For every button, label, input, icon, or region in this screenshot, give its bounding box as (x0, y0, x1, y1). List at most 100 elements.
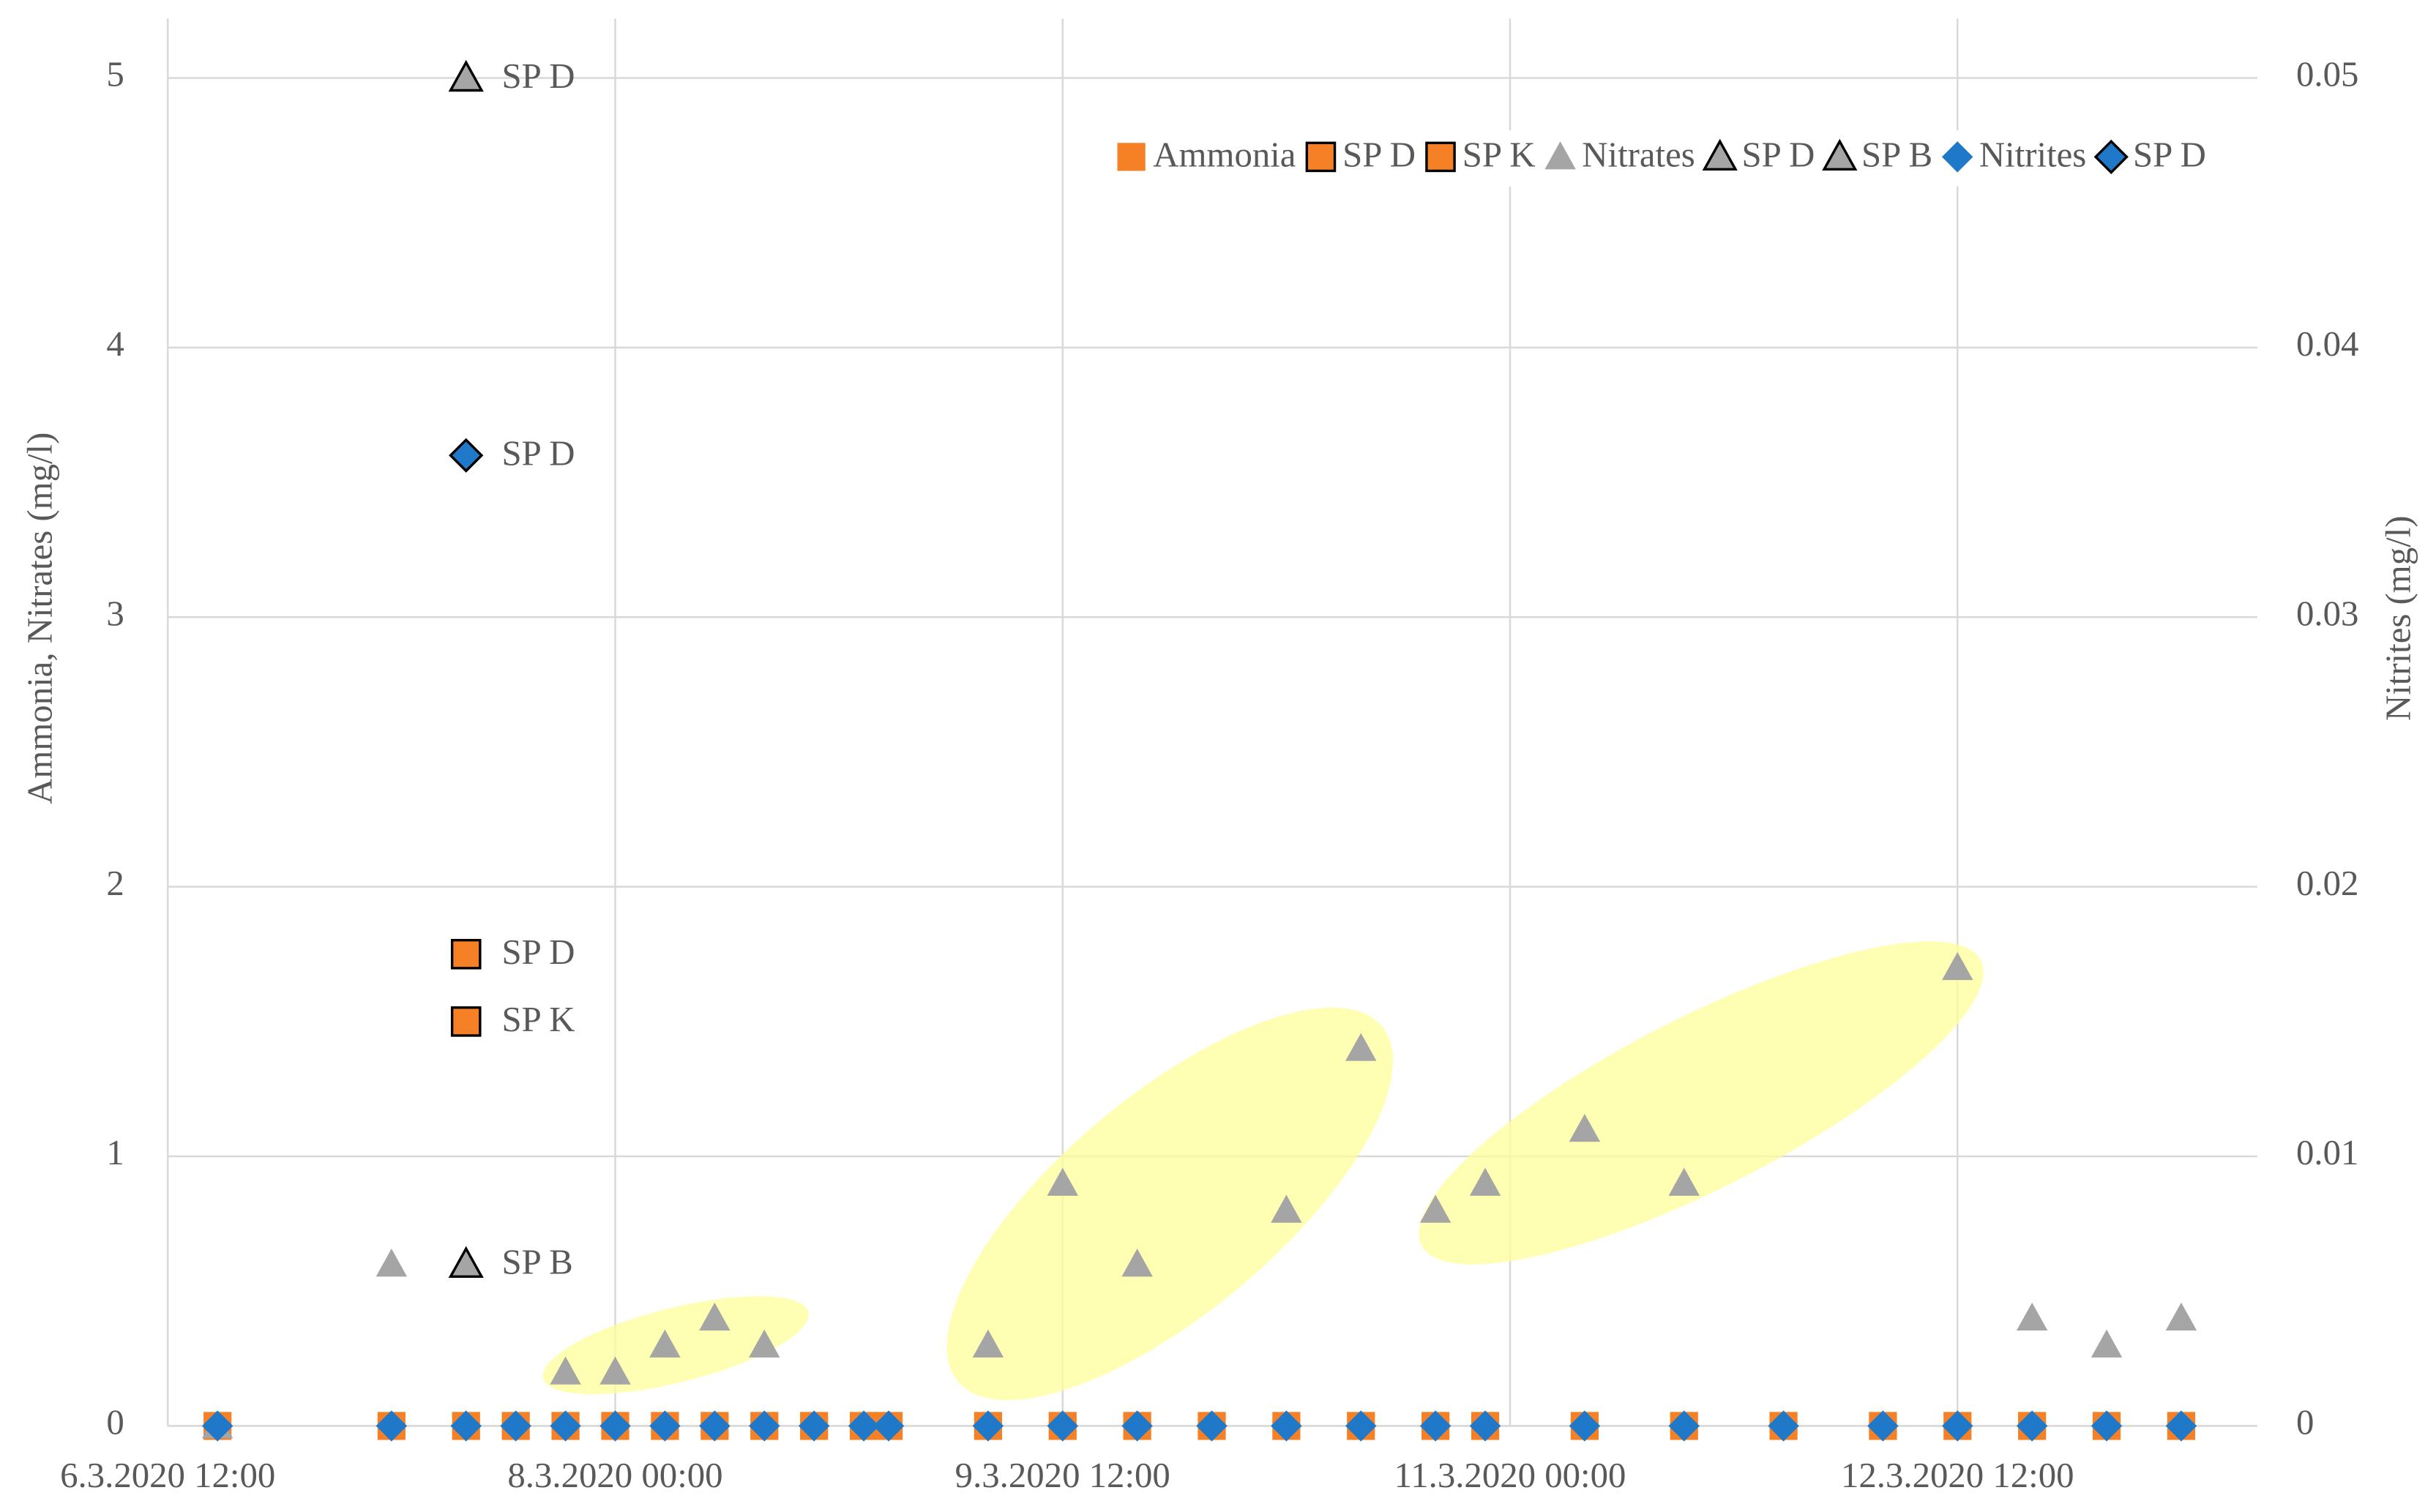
y-tick-label: 5 (106, 55, 124, 94)
marker-diamond (2093, 139, 2129, 174)
marker-diamond (1569, 1410, 1601, 1442)
legend-label: SP D (2133, 135, 2206, 175)
marker-triangle (1121, 1249, 1153, 1277)
legend-item: SP B (1822, 135, 1932, 175)
marker-triangle (1047, 1167, 1078, 1196)
marker-triangle (1345, 1033, 1377, 1061)
marker-square (1305, 141, 1337, 173)
marker-diamond (449, 438, 484, 473)
marker-triangle (699, 1302, 731, 1331)
marker-square (1117, 143, 1146, 171)
legend-label: Ammonia (1153, 135, 1296, 175)
legend-label: SP K (1462, 135, 1536, 175)
y-axis-title: Ammonia, Nitrates (mg/l) (20, 433, 60, 804)
marker-diamond (450, 1410, 482, 1442)
marker-diamond (1469, 1410, 1501, 1442)
legend-item: SP D (2093, 135, 2206, 175)
marker-triangle (1702, 138, 1738, 171)
marker-triangle (1668, 1167, 1700, 1196)
y-tick-label: 1 (106, 1133, 124, 1172)
legend-item: Nitrates (1544, 135, 1695, 175)
y-tick-label: 3 (106, 594, 124, 633)
y2-tick-label: 0.04 (2296, 324, 2358, 364)
marker-diamond (201, 1410, 233, 1442)
marker-triangle (376, 1249, 408, 1277)
data-label: SP D (502, 56, 575, 96)
legend-item: SP D (1305, 135, 1416, 175)
marker-diamond (2091, 1410, 2123, 1442)
marker-diamond (972, 1410, 1004, 1442)
marker-triangle (448, 59, 484, 92)
y2-tick-label: 0.01 (2296, 1133, 2358, 1172)
marker-square (1425, 141, 1456, 173)
marker-diamond (2016, 1410, 2048, 1442)
marker-square (450, 1006, 482, 1037)
y-tick-label: 0 (106, 1403, 124, 1442)
marker-triangle (448, 1246, 484, 1279)
marker-diamond (1345, 1410, 1377, 1442)
marker-diamond (1768, 1410, 1799, 1442)
marker-triangle (1942, 951, 1973, 981)
marker-diamond (1668, 1410, 1700, 1442)
x-tick-label: 8.3.2020 00:00 (507, 1456, 722, 1495)
marker-diamond (1867, 1410, 1899, 1442)
x-tick-label: 11.3.2020 00:00 (1394, 1456, 1626, 1495)
legend-label: SP B (1861, 135, 1932, 175)
legend-label: SP D (1741, 135, 1815, 175)
marker-diamond (649, 1410, 681, 1442)
legend-label: Nitrates (1582, 135, 1695, 175)
y-tick-label: 4 (106, 324, 124, 364)
marker-diamond (1942, 1410, 1973, 1442)
legend-label: SP D (1342, 135, 1416, 175)
marks: SP D SP K SP D SP B SP D (201, 56, 2197, 1442)
legend-item: SP K (1425, 135, 1536, 175)
marker-triangle (2165, 1302, 2197, 1331)
highlights (542, 941, 1984, 1401)
legend-item: Ammonia (1117, 135, 1296, 175)
marker-triangle (649, 1329, 681, 1358)
marker-triangle (1419, 1194, 1451, 1223)
marker-triangle (1271, 1194, 1302, 1223)
marker-triangle (1822, 138, 1858, 171)
marker-diamond (2165, 1410, 2197, 1442)
marker-triangle (2091, 1329, 2123, 1358)
marker-diamond (376, 1410, 408, 1442)
y-tick-label: 2 (106, 864, 124, 903)
legend-background (1106, 130, 2231, 187)
legend-item: SP D (1702, 135, 1815, 175)
marker-triangle (1544, 141, 1576, 170)
data-label: SP D (502, 932, 575, 972)
marker-diamond (599, 1410, 631, 1442)
marker-triangle (972, 1329, 1004, 1358)
y2-tick-label: 0.03 (2296, 594, 2358, 633)
marker-diamond (1271, 1410, 1302, 1442)
marker-triangle (1469, 1167, 1501, 1196)
marker-diamond (699, 1410, 731, 1442)
y2-tick-label: 0 (2296, 1403, 2314, 1442)
marker-diamond (848, 1410, 880, 1442)
marker-square (450, 938, 482, 970)
y2-tick-label: 0.05 (2296, 55, 2358, 94)
marker-triangle (749, 1329, 780, 1358)
data-label: SP B (502, 1243, 573, 1282)
data-label: SP D (502, 434, 575, 474)
marker-diamond (1941, 141, 1973, 173)
marker-triangle (550, 1356, 581, 1385)
y2-axis-title: Nitrites (mg/l) (2379, 515, 2418, 721)
marker-diamond (798, 1410, 830, 1442)
legend-item: Nitrites (1941, 135, 2086, 175)
x-tick-label: 6.3.2020 12:00 (60, 1456, 275, 1495)
x-tick-label: 9.3.2020 12:00 (955, 1456, 1170, 1495)
marker-diamond (550, 1410, 581, 1442)
highlight-ellipse (1419, 941, 1984, 1265)
highlight-ellipse (542, 1296, 809, 1395)
marker-triangle (1569, 1113, 1601, 1142)
x-tick-label: 12.3.2020 12:00 (1841, 1456, 2074, 1495)
highlight-ellipse (946, 1007, 1393, 1401)
marker-triangle (2016, 1302, 2048, 1331)
legend: Ammonia SP D SP K Nitrates SP D SP B Nitrites S… (1106, 130, 2231, 187)
y2-tick-label: 0.02 (2296, 864, 2358, 903)
marker-diamond (500, 1410, 531, 1442)
